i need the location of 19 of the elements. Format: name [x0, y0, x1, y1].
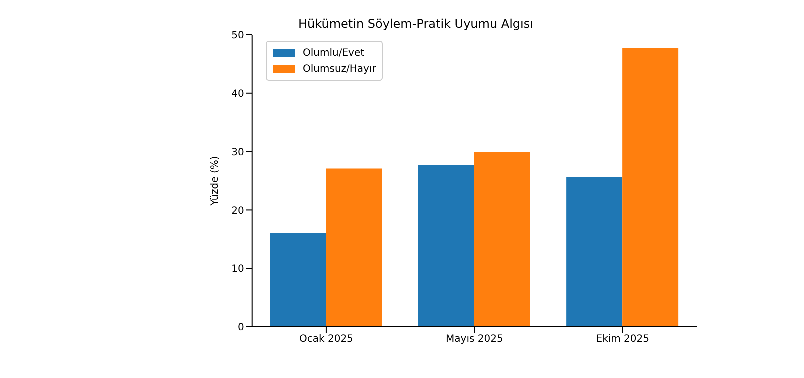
bar [270, 234, 326, 327]
chart-title: Hükümetin Söylem-Pratik Uyumu Algısı [298, 17, 534, 31]
y-tick-label: 0 [238, 322, 244, 334]
y-axis-title: Yüzde (%) [210, 156, 221, 207]
y-tick-label: 40 [232, 88, 244, 100]
bar [566, 177, 623, 327]
y-tick-label: 30 [232, 147, 244, 158]
bar [474, 152, 530, 327]
x-tick-label: Ocak 2025 [300, 334, 354, 346]
bar [326, 168, 382, 327]
legend-label: Olumsuz/Hayır [303, 64, 376, 74]
x-tick-label: Mayıs 2025 [446, 334, 504, 346]
y-tick-label: 10 [232, 264, 244, 276]
y-tick-label: 20 [232, 206, 244, 217]
bar [418, 165, 474, 327]
y-tick-label: 50 [232, 30, 244, 42]
legend-label: Olumlu/Evet [303, 48, 365, 58]
x-tick-label: Ekim 2025 [596, 334, 650, 346]
bar [622, 48, 679, 327]
